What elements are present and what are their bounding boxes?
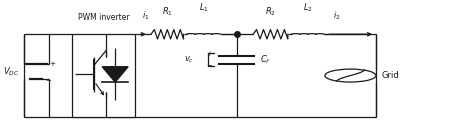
Text: Grid: Grid bbox=[382, 71, 399, 80]
Text: $i_2$: $i_2$ bbox=[333, 10, 341, 22]
Text: $L_1$: $L_1$ bbox=[199, 2, 209, 14]
Text: +: + bbox=[206, 51, 212, 57]
Text: $V_{DC}$: $V_{DC}$ bbox=[3, 65, 19, 78]
Polygon shape bbox=[102, 67, 128, 82]
Text: $R_2$: $R_2$ bbox=[265, 5, 276, 18]
Text: −: − bbox=[46, 78, 52, 84]
Text: $L_2$: $L_2$ bbox=[303, 2, 313, 14]
Text: $C_f$: $C_f$ bbox=[260, 53, 271, 66]
Text: PWM inverter: PWM inverter bbox=[78, 13, 129, 22]
Text: $i_1$: $i_1$ bbox=[142, 10, 149, 22]
Text: $R_1$: $R_1$ bbox=[162, 5, 173, 18]
Text: +: + bbox=[49, 61, 55, 67]
Text: $v_c$: $v_c$ bbox=[183, 54, 194, 65]
Text: −: − bbox=[206, 63, 212, 69]
Bar bbox=[72, 34, 135, 117]
